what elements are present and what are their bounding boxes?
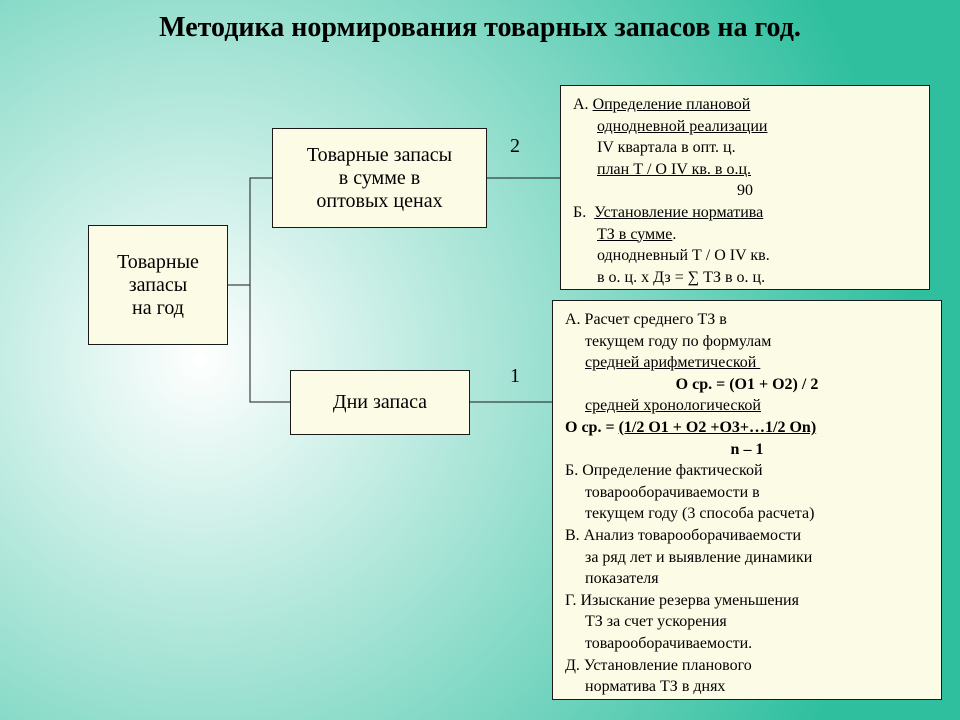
infobox-bottom: А. Расчет среднего ТЗ в текущем году по … (552, 300, 942, 700)
edge-label-1: 1 (510, 365, 520, 388)
edge-label-2: 2 (510, 135, 520, 158)
infobox-top: А. Определение плановой однодневной реал… (560, 85, 930, 290)
node-sum: Товарные запасыв сумме воптовых ценах (272, 128, 487, 228)
node-sum-label: Товарные запасыв сумме воптовых ценах (307, 144, 452, 213)
page-title: Методика нормирования товарных запасов н… (0, 10, 960, 46)
diagram-canvas: Методика нормирования товарных запасов н… (0, 0, 960, 720)
node-root: Товарныезапасына год (88, 225, 228, 345)
node-root-label: Товарныезапасына год (117, 251, 199, 320)
node-days-label: Дни запаса (333, 391, 427, 414)
node-days: Дни запаса (290, 370, 470, 435)
